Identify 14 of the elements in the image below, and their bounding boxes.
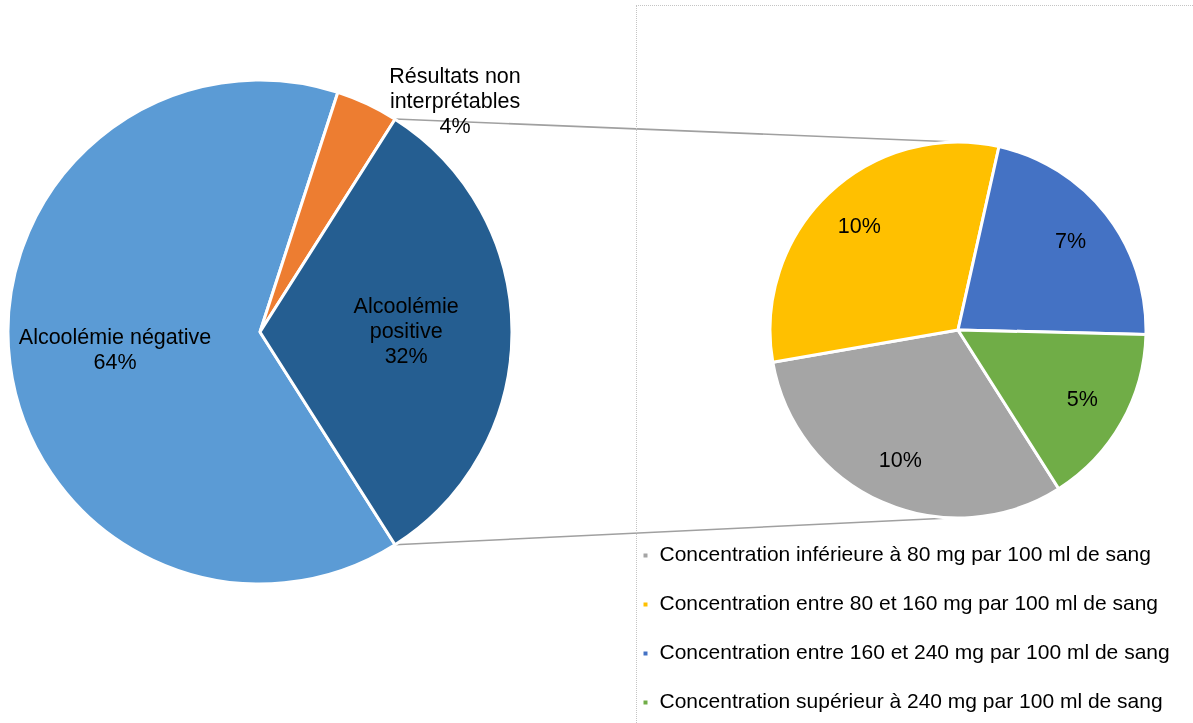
slice-label: Alcoolémie négative [18, 324, 212, 349]
data-label: 4% [439, 113, 471, 138]
slice-label: Résultats non interprétables [389, 63, 521, 113]
legend-label: Concentration entre 160 et 240 mg par 100 ml de sang [659, 640, 1170, 664]
data-label: 10% [837, 213, 881, 238]
data-label: 32% [384, 343, 428, 368]
data-label: 7% [1055, 228, 1087, 253]
legend-label: Concentration inférieure à 80 mg par 100 ml de sang [659, 542, 1151, 566]
data-label: 64% [93, 349, 137, 374]
slice-label: Alcoolémie positive [353, 293, 459, 343]
data-label: 5% [1066, 387, 1098, 412]
legend-label: Concentration supérieur à 240 mg par 100 ml de sang [659, 689, 1163, 713]
legend-label: Concentration entre 80 et 160 mg par 100 ml de sang [659, 591, 1158, 615]
data-label: 10% [878, 447, 922, 472]
